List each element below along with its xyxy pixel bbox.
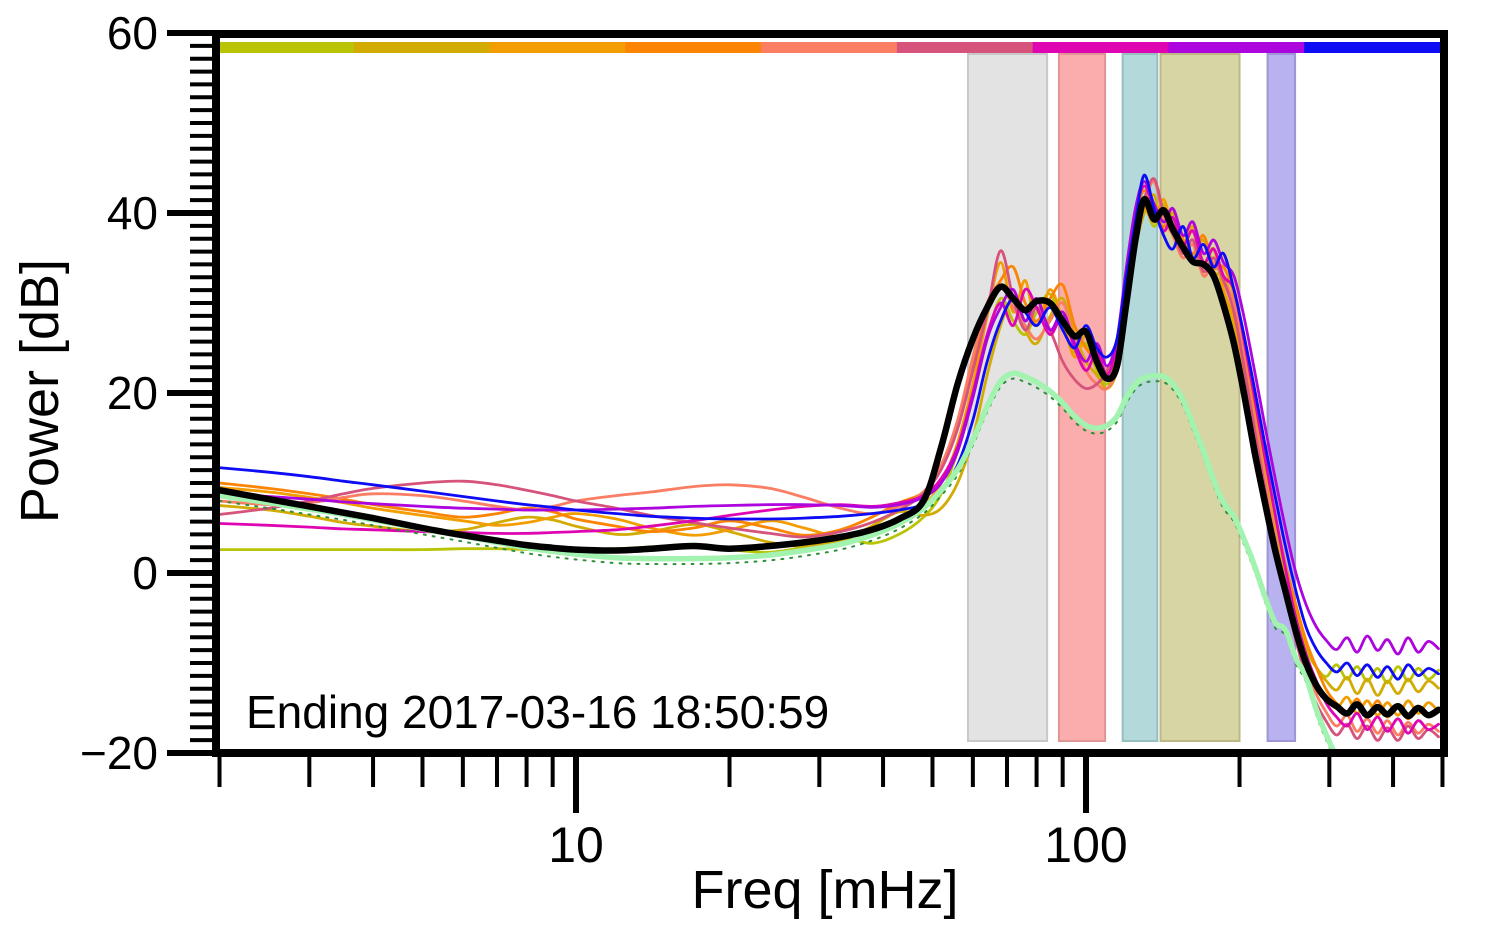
band-olive [1159, 53, 1241, 742]
x-axis-title: Freq [mHz] [691, 860, 959, 920]
colorbar-segment-3 [489, 42, 626, 53]
series-hour-9-line [220, 173, 1440, 681]
band-pink [1057, 53, 1107, 742]
colorbar-segment-7 [1032, 42, 1170, 53]
band-lavender [1266, 53, 1297, 742]
series-hour-5-line [220, 180, 1440, 737]
colorbar-segment-6 [896, 42, 1034, 53]
y-tick-label-20: 20 [106, 367, 158, 419]
colorbar-segment-5 [761, 42, 898, 53]
y-tick-label-40: 40 [106, 187, 158, 239]
curves-layer [220, 173, 1440, 749]
colorbar-segment-4 [625, 42, 762, 53]
colorbar-segment-1 [218, 42, 355, 53]
y-tick-label-neg20: −20 [79, 727, 158, 779]
x-tick-label-10: 10 [548, 817, 604, 873]
series-mean-line [220, 196, 1440, 720]
x-ticks [217, 757, 1445, 813]
ending-timestamp-annotation: Ending 2017-03-16 18:50:59 [246, 686, 830, 738]
y-tick-label-0: 0 [132, 547, 158, 599]
colorbar-segment-2 [353, 42, 491, 53]
axes-frame [212, 30, 1448, 757]
y-axis-title: Power [dB] [10, 258, 70, 524]
series-hour-2-line [220, 193, 1440, 697]
colorbar-segment-8 [1168, 42, 1305, 53]
y-ticks [167, 30, 212, 756]
x-tick-label-100: 100 [1044, 817, 1128, 873]
colorbar-segment-9 [1304, 42, 1441, 53]
y-tick-label-60: 60 [106, 7, 158, 59]
series-model-line [220, 370, 1336, 749]
